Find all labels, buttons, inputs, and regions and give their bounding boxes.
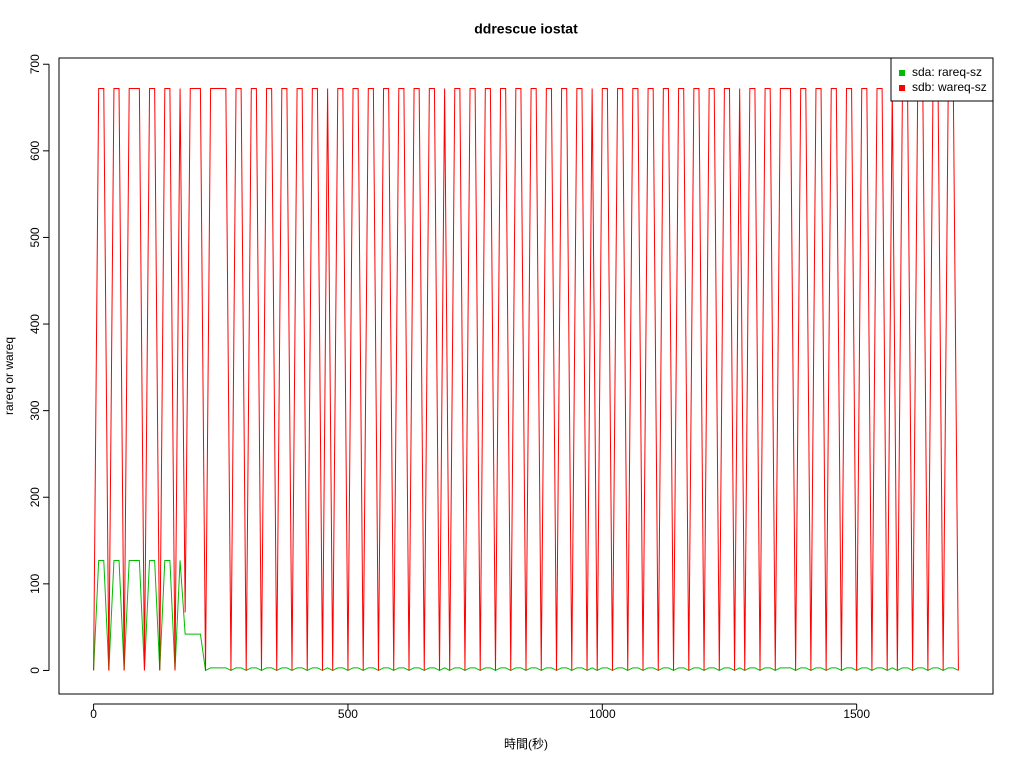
series-line [93,87,959,671]
y-tick-label: 600 [28,141,42,161]
legend-box [890,57,994,102]
y-tick-label: 500 [28,227,42,247]
y-tick-label: 0 [28,667,42,674]
plot-box [58,57,994,695]
legend-label: sda: rareq-sz [912,65,982,79]
y-tick-label: 300 [28,400,42,420]
legend-label: sdb: wareq-sz [912,80,987,94]
y-tick-label: 200 [28,487,42,507]
y-tick-label: 700 [28,54,42,74]
chart-title: ddrescue iostat [474,21,578,37]
y-axis-label: rareq or wareq [2,337,16,415]
x-tick-label: 500 [338,707,358,721]
legend-swatch [899,85,905,91]
x-axis-label: 時間(秒) [504,737,548,751]
legend-swatch [899,70,905,76]
y-tick-label: 100 [28,574,42,594]
x-tick-label: 1000 [589,707,616,721]
x-tick-label: 0 [90,707,97,721]
x-tick-label: 1500 [843,707,870,721]
y-tick-label: 400 [28,314,42,334]
